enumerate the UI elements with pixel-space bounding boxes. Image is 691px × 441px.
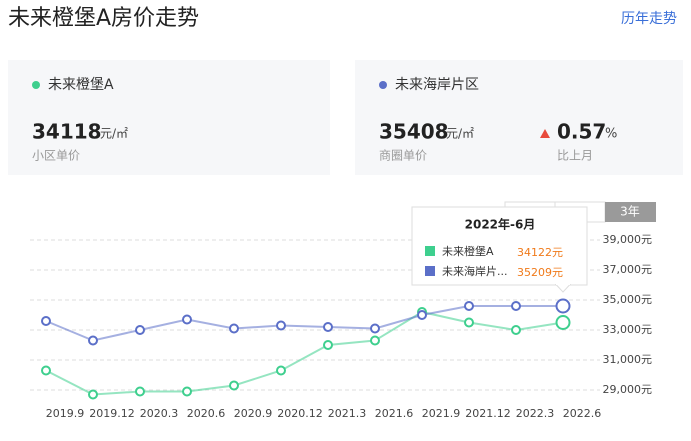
- up-arrow: [540, 129, 550, 138]
- change-unit: %: [605, 127, 617, 142]
- data-point: [323, 340, 333, 350]
- data-point: [323, 322, 333, 332]
- tooltip-swatch: [425, 246, 435, 256]
- card-unit: 元/㎡: [446, 127, 474, 141]
- card-label: 小区单价: [32, 149, 80, 163]
- data-point: [135, 386, 145, 397]
- x-tick-label: 2021.3: [328, 407, 367, 420]
- tooltip-name: 未来海岸片...: [442, 264, 508, 278]
- history-link[interactable]: 历年走势: [621, 11, 677, 27]
- data-point: [370, 335, 380, 346]
- card-name: 未来海岸片区: [395, 77, 479, 93]
- data-point: [511, 301, 521, 311]
- data-point: [135, 325, 145, 335]
- change-label: 比上月: [557, 149, 593, 163]
- change-value: 0.57: [557, 120, 606, 144]
- data-point: [511, 325, 521, 335]
- x-tick-label: 2022.3: [516, 407, 555, 420]
- tooltip-value: 35209元: [517, 266, 563, 279]
- data-point: [417, 310, 427, 320]
- card-dot: [379, 81, 387, 89]
- y-tick-label: 33,000元: [603, 323, 653, 336]
- x-tick-label: 2021.9: [422, 407, 461, 420]
- tooltip-box: [411, 206, 588, 286]
- data-point: [88, 389, 98, 400]
- tooltip: 2022年-6月 未来橙堡A 34122元 未来海岸片... 35209元: [411, 206, 588, 293]
- data-point: [276, 365, 286, 376]
- data-point: [88, 335, 98, 346]
- card: [8, 60, 330, 175]
- data-point: [464, 301, 474, 311]
- y-tick-label: 29,000元: [603, 383, 653, 396]
- tooltip-title: 2022年-6月: [465, 217, 536, 232]
- x-tick-label: 2019.12: [89, 407, 135, 420]
- data-point: [41, 316, 51, 326]
- card-label: 商圈单价: [379, 148, 427, 163]
- data-point: [464, 317, 474, 328]
- tooltip-value: 34122元: [517, 246, 563, 259]
- card-dot: [32, 81, 40, 89]
- y-tick-label: 31,000元: [603, 353, 653, 366]
- series-line: [45, 310, 564, 396]
- tooltip-pointer-cover: [556, 283, 570, 285]
- x-tick-label: 2020.12: [277, 407, 323, 420]
- tab-label[interactable]: 3年: [620, 205, 640, 219]
- card-price: 35408: [379, 120, 449, 144]
- data-point: [555, 315, 571, 330]
- data-point: [182, 386, 192, 397]
- data-point: [182, 314, 192, 325]
- data-point: [276, 320, 286, 331]
- x-tick-label: 2021.12: [465, 407, 511, 420]
- x-tick-label: 2020.6: [187, 407, 226, 420]
- card-price: 34118: [32, 120, 102, 144]
- plot: 29,000元 31,000元 33,000元 35,000元 37,000元 39,00…: [30, 233, 652, 420]
- card-name: 未来橙堡A: [48, 77, 114, 93]
- data-point: [370, 323, 380, 334]
- x-tick-label: 2022.6: [563, 407, 602, 420]
- data-point: [229, 380, 239, 391]
- tooltip-swatch: [425, 266, 435, 276]
- data-point: [41, 365, 51, 376]
- data-point: [229, 323, 239, 334]
- x-tick-label: 2020.3: [140, 407, 179, 420]
- x-tick-label: 2020.9: [234, 407, 273, 420]
- x-tick-label: 2021.6: [375, 407, 414, 420]
- series-line: [45, 305, 563, 342]
- y-tick-label: 35,000元: [603, 293, 653, 306]
- data-point: [555, 298, 571, 314]
- card: [355, 60, 683, 175]
- card-unit: 元/㎡: [100, 127, 128, 141]
- x-tick-label: 2019.9: [46, 407, 85, 420]
- y-tick-label: 37,000元: [603, 263, 653, 276]
- y-tick-label: 39,000元: [603, 233, 653, 246]
- tooltip-name: 未来橙堡A: [442, 244, 494, 258]
- tooltip-pointer: [554, 284, 572, 293]
- page-title: 未来橙堡A房价走势: [8, 6, 199, 31]
- tab-active[interactable]: [605, 202, 656, 222]
